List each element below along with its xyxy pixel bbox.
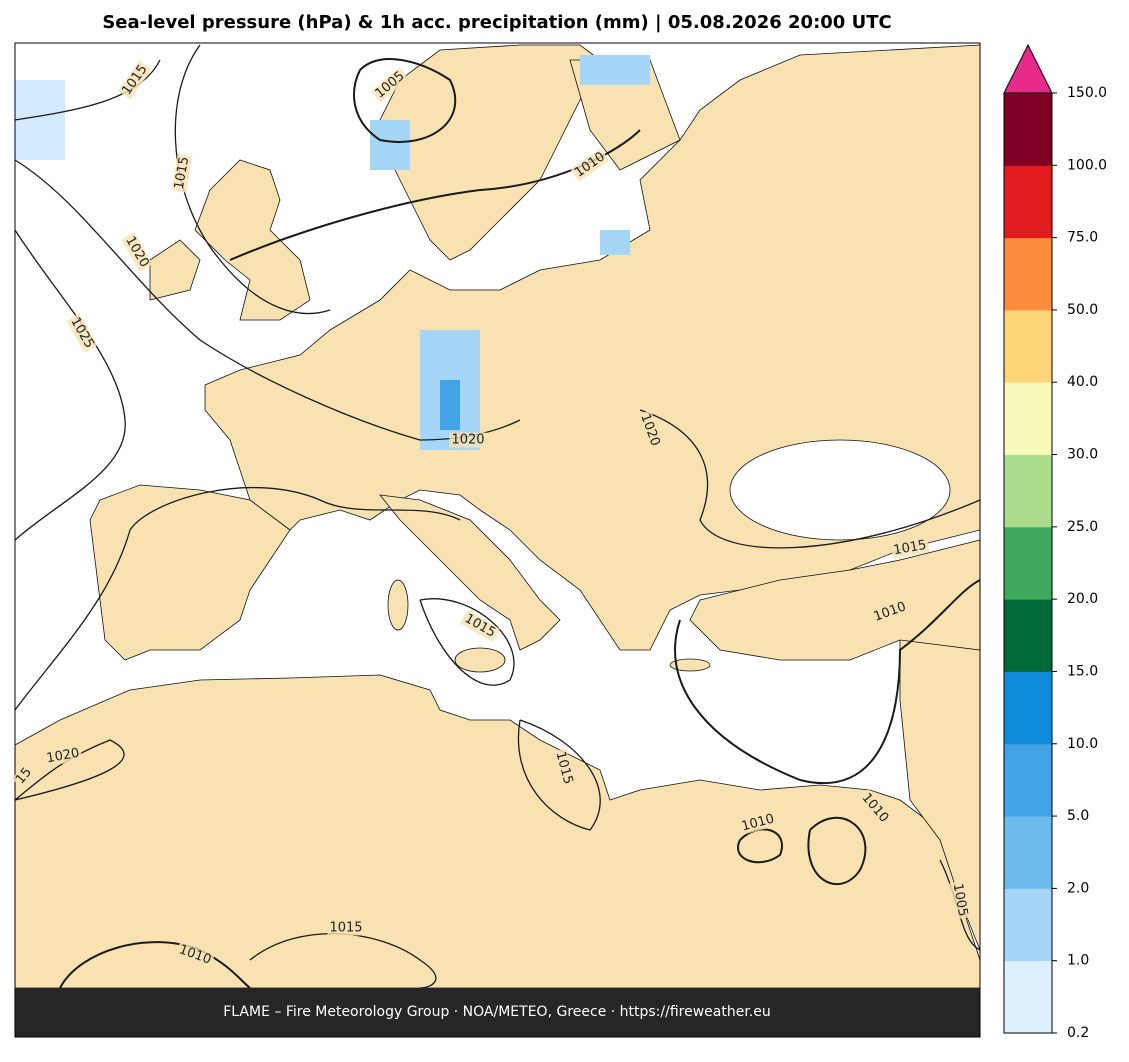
colorbar-segment (1004, 888, 1052, 962)
isobar-label-bg (570, 148, 610, 182)
isobar-label-bg (857, 788, 893, 828)
isobar-label-bg (370, 67, 410, 103)
colorbar-segment (1004, 454, 1052, 528)
colorbar-tick-label: 25.0 (1067, 519, 1098, 535)
land (149, 239, 201, 301)
colorbar-segment (1004, 237, 1052, 311)
isobar-label-bg (636, 410, 664, 450)
footer-text: FLAME – Fire Meteorology Group · NOA/MET… (223, 1004, 771, 1020)
precipitation (440, 380, 460, 430)
isobar-label-bg (43, 745, 83, 767)
colorbar-segment (1004, 382, 1052, 456)
colorbar-extend (1003, 43, 1053, 94)
isobar-label-bg (175, 941, 215, 969)
colorbar-tick-label: 5.0 (1067, 808, 1089, 824)
isobar (674, 579, 981, 785)
isobar (639, 409, 981, 549)
isobar (807, 816, 867, 886)
island (454, 647, 506, 673)
colorbar-tick-label: 150.0 (1067, 85, 1107, 101)
isobar-label-bg (11, 763, 37, 789)
colorbar-tick-label: 50.0 (1067, 302, 1098, 318)
isobar-label-bg (118, 60, 152, 100)
isobar-label-bg (551, 748, 577, 788)
isobar (249, 933, 437, 989)
isobar-label-bg (171, 153, 193, 193)
isobar-label: 1005 (950, 882, 971, 917)
colorbar-segment (1004, 93, 1052, 166)
colorbar-segment (1004, 671, 1052, 745)
land (194, 159, 311, 321)
isobar (14, 739, 125, 801)
isobar (353, 58, 457, 143)
map-title: Sea-level pressure (hPa) & 1h acc. preci… (102, 12, 891, 33)
isobar (229, 129, 641, 261)
colorbar-tick-label: 10.0 (1067, 736, 1098, 752)
island (669, 658, 711, 672)
colorbar-segment (1004, 743, 1052, 817)
colorbar-tick-label: 2.0 (1067, 880, 1089, 896)
precipitation (580, 55, 650, 85)
colorbar-tick-label: 75.0 (1067, 230, 1098, 246)
isobar-label: 1020 (451, 433, 484, 448)
land (689, 539, 981, 661)
map (14, 43, 981, 989)
colorbar-tick-label: 0.2 (1067, 1025, 1089, 1041)
colorbar-tick-label: 30.0 (1067, 447, 1098, 463)
isobar-label-bg (870, 598, 910, 626)
precipitation (370, 120, 410, 170)
isobar-label-bg (449, 432, 487, 448)
isobar-label: 1015 (892, 538, 927, 559)
colorbar-segment (1004, 960, 1052, 1034)
footer-bar (15, 988, 980, 1037)
isobar-label-bg (890, 537, 930, 559)
isobar-label-bg (738, 810, 778, 836)
isobar-label-bg (949, 880, 971, 920)
isobar-label: 1015 (172, 155, 193, 190)
colorbar-segment (1004, 816, 1052, 889)
land (379, 494, 561, 651)
black-sea (729, 439, 951, 541)
precipitation (15, 80, 65, 160)
colorbar-tick-label: 20.0 (1067, 591, 1098, 607)
isobar-label: 1020 (45, 746, 80, 767)
colorbar-segment (1004, 599, 1052, 672)
isobar (419, 598, 515, 686)
colorbar-tick-label: 100.0 (1067, 157, 1107, 173)
land (89, 484, 291, 661)
isobar-label-bg (460, 610, 500, 642)
colorbar-tick-label: 40.0 (1067, 374, 1098, 390)
isobar (14, 487, 461, 711)
isobar (517, 719, 601, 831)
colorbar: 0.2 1.0 2.0 5.0 10.0 15.0 20.0 25.0 30.0 40.0 50.0… (1003, 43, 1107, 1041)
colorbar-frame (1003, 92, 1053, 1034)
precipitation (600, 230, 630, 255)
map-frame (14, 42, 981, 1038)
isobar-label-bg (121, 232, 153, 272)
island (387, 579, 409, 631)
colorbar-segment (1004, 526, 1052, 600)
isobar-label: 1015 (329, 921, 362, 936)
isobar (174, 44, 331, 315)
colorbar-tick-label: 1.0 (1067, 953, 1089, 969)
isobar (14, 59, 161, 121)
colorbar-tick-label: 15.0 (1067, 663, 1098, 679)
colorbar-segment (1004, 309, 1052, 383)
isobar-label-bg (327, 920, 365, 936)
colorbar-segment (1004, 165, 1052, 239)
isobar-label-bg (66, 313, 98, 353)
isobar (14, 229, 126, 541)
land (379, 44, 601, 261)
